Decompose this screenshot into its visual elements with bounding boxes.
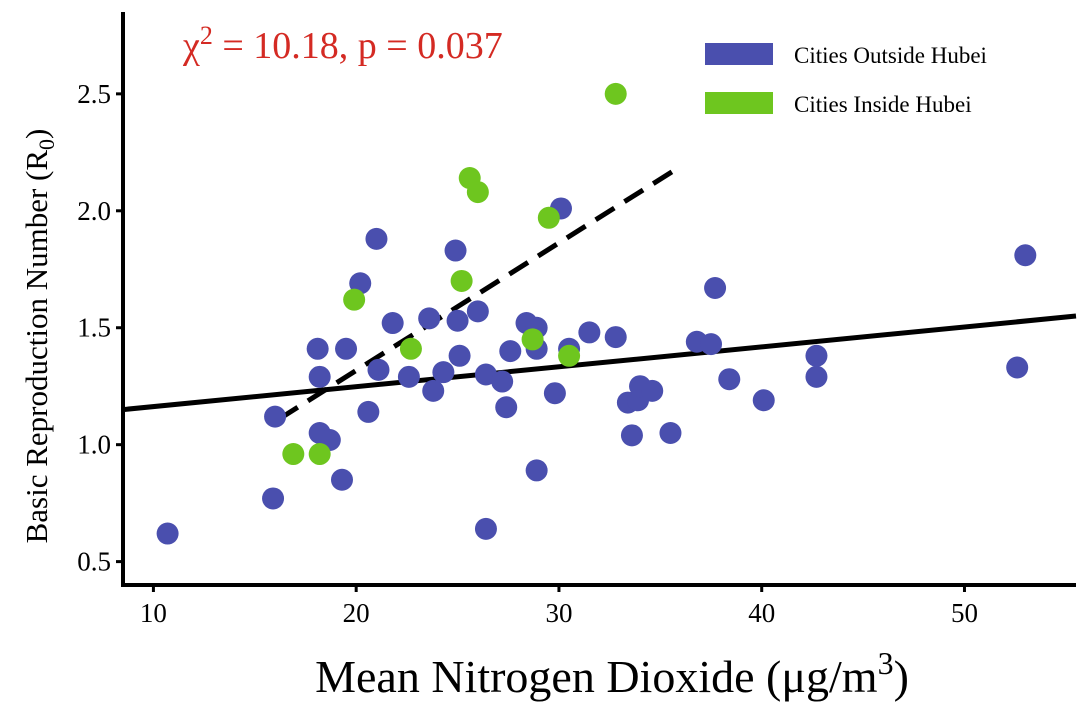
data-point-inside-hubei [282,443,305,466]
plot-area [122,82,1077,545]
data-point-outside-hubei [525,459,548,482]
data-point-inside-hubei [399,337,422,360]
x-tick-label: 40 [748,598,775,628]
annotation-chi: χ [182,25,200,67]
annotation-sup: 2 [200,21,213,50]
x-axis-title: Mean Nitrogen Dioxide (μg/m3) [315,645,909,702]
data-point-outside-hubei [604,326,627,349]
data-point-outside-hubei [418,307,441,330]
fit-line-inside-hubei [277,164,682,422]
data-point-outside-hubei [432,361,455,384]
data-point-outside-hubei [262,487,285,510]
fit-line-outside-hubei [122,313,1077,413]
data-point-outside-hubei [704,276,727,299]
data-point-outside-hubei [752,389,775,412]
y-tick-label: 2.0 [77,196,111,226]
data-point-inside-hubei [466,181,489,204]
y-axis-title-main: Basic Reproduction Number (R [19,150,54,544]
data-point-outside-hubei [466,300,489,323]
legend: Cities Outside Hubei Cities Inside Hubei [705,43,987,117]
fit-lines [122,164,1077,422]
annotation-rest: = 10.18, p = 0.037 [213,25,503,67]
data-point-outside-hubei [444,239,467,262]
data-point-inside-hubei [521,328,544,351]
legend-swatch-inside-hubei [705,92,773,114]
data-point-outside-hubei [700,333,723,356]
y-axis-title-sub: 0 [34,139,59,150]
data-point-inside-hubei [343,288,366,311]
data-point-outside-hubei [397,365,420,388]
data-point-outside-hubei [474,517,497,540]
y-tick-label: 2.5 [77,79,111,109]
x-axis-title-main: Mean Nitrogen Dioxide (μg/m [315,651,878,702]
data-point-outside-hubei [448,344,471,367]
data-point-outside-hubei [1006,356,1029,379]
data-point-outside-hubei [641,379,664,402]
data-point-outside-hubei [381,312,404,335]
data-point-outside-hubei [367,358,390,381]
data-point-outside-hubei [357,400,380,423]
data-point-outside-hubei [335,337,358,360]
data-point-outside-hubei [805,365,828,388]
data-point-outside-hubei [264,405,287,428]
data-point-outside-hubei [543,382,566,405]
data-point-inside-hubei [604,82,627,105]
x-axis-ticks: 10 20 30 40 50 [140,585,978,628]
data-point-outside-hubei [491,370,514,393]
legend-label-inside-hubei: Cities Inside Hubei [794,92,972,117]
data-points [156,82,1037,545]
x-tick-label: 20 [343,598,370,628]
x-tick-label: 50 [951,598,978,628]
data-point-inside-hubei [450,269,473,292]
data-point-inside-hubei [308,443,331,466]
y-axis-title: Basic Reproduction Number (R0) [19,129,59,544]
data-point-outside-hubei [306,337,329,360]
data-point-outside-hubei [805,344,828,367]
data-point-outside-hubei [659,421,682,444]
data-point-outside-hubei [422,379,445,402]
y-tick-label: 1.5 [77,313,111,343]
data-point-outside-hubei [620,424,643,447]
legend-label-outside-hubei: Cities Outside Hubei [794,43,987,68]
data-point-outside-hubei [499,340,522,363]
y-axis-ticks: 0.5 1.0 1.5 2.0 2.5 [77,79,123,577]
x-axis-title-close: ) [894,651,909,702]
data-point-outside-hubei [330,468,353,491]
data-point-outside-hubei [495,396,518,419]
x-tick-label: 10 [140,598,167,628]
data-point-inside-hubei [558,344,581,367]
chi-square-annotation: χ2 = 10.18, p = 0.037 [182,21,503,67]
x-axis-title-sup: 3 [878,645,894,681]
data-point-outside-hubei [1014,244,1037,267]
data-point-outside-hubei [365,227,388,250]
data-point-outside-hubei [308,365,331,388]
data-point-outside-hubei [718,368,741,391]
y-axis-title-close: ) [19,129,54,139]
x-tick-label: 30 [545,598,572,628]
y-tick-label: 0.5 [77,547,111,577]
data-point-outside-hubei [156,522,179,545]
data-point-inside-hubei [537,206,560,229]
legend-swatch-outside-hubei [705,43,773,65]
data-point-outside-hubei [446,309,469,332]
y-tick-label: 1.0 [77,430,111,460]
data-point-outside-hubei [578,321,601,344]
